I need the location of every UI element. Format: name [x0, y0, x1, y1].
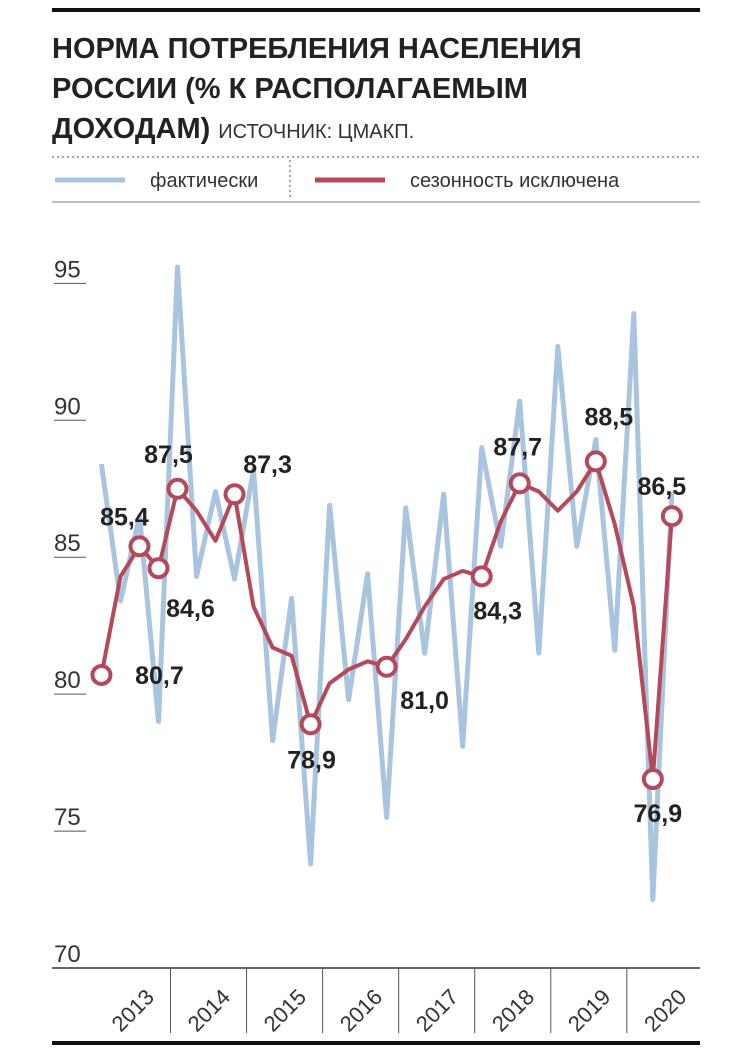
point-marker [641, 768, 664, 791]
data-label: 85,4 [100, 503, 149, 531]
x-tick-label: 2016 [335, 984, 387, 1036]
y-tick-label: 75 [54, 804, 81, 831]
point-marker [299, 713, 322, 736]
point-marker [223, 483, 246, 506]
legend-label: фактически [150, 170, 258, 192]
source: ИСТОЧНИК: ЦМАКП. [218, 121, 414, 143]
x-tick-label: 2014 [183, 984, 235, 1036]
y-tick-label: 80 [54, 667, 81, 694]
data-label: 76,9 [634, 800, 683, 828]
point-marker [147, 557, 170, 580]
x-tick-label: 2015 [259, 984, 311, 1036]
data-label: 88,5 [584, 403, 633, 431]
point-marker [508, 472, 531, 495]
y-tick-label: 95 [54, 256, 81, 283]
data-label: 87,5 [144, 441, 193, 469]
series-line [98, 264, 675, 902]
x-tick-label: 2020 [639, 984, 691, 1036]
point-marker [128, 535, 151, 558]
point-marker [90, 663, 113, 686]
point-marker [470, 565, 493, 588]
data-label: 81,0 [400, 687, 449, 715]
point-marker [660, 505, 683, 528]
x-tick-label: 2018 [487, 984, 539, 1036]
chart-title-line: НОРМА ПОТРЕБЛЕНИЯ НАСЕЛЕНИЯ [52, 33, 582, 65]
data-label: 84,6 [166, 595, 215, 623]
point-marker [166, 477, 189, 500]
data-label: 87,7 [493, 433, 542, 461]
chart-title-row: ДОХОДАМ) ИСТОЧНИК: ЦМАКП. [52, 113, 414, 145]
legend-label: сезонность исключена [410, 170, 620, 192]
data-label: 86,5 [638, 473, 687, 501]
chart-title-line: РОССИИ (% К РАСПОЛАГАЕМЫМ [52, 73, 528, 105]
data-label: 87,3 [243, 451, 292, 479]
chart-title-line: ДОХОДАМ) [52, 113, 210, 145]
data-label: 84,3 [473, 597, 522, 625]
x-tick-label: 2013 [107, 984, 159, 1036]
point-marker [375, 655, 398, 678]
x-tick-label: 2017 [411, 984, 463, 1036]
x-tick-label: 2019 [563, 984, 615, 1036]
point-marker [584, 450, 607, 473]
data-label: 78,9 [287, 746, 336, 774]
y-tick-label: 85 [54, 530, 81, 557]
data-label: 80,7 [135, 662, 184, 690]
y-tick-label: 70 [54, 941, 81, 968]
y-tick-label: 90 [54, 393, 81, 420]
